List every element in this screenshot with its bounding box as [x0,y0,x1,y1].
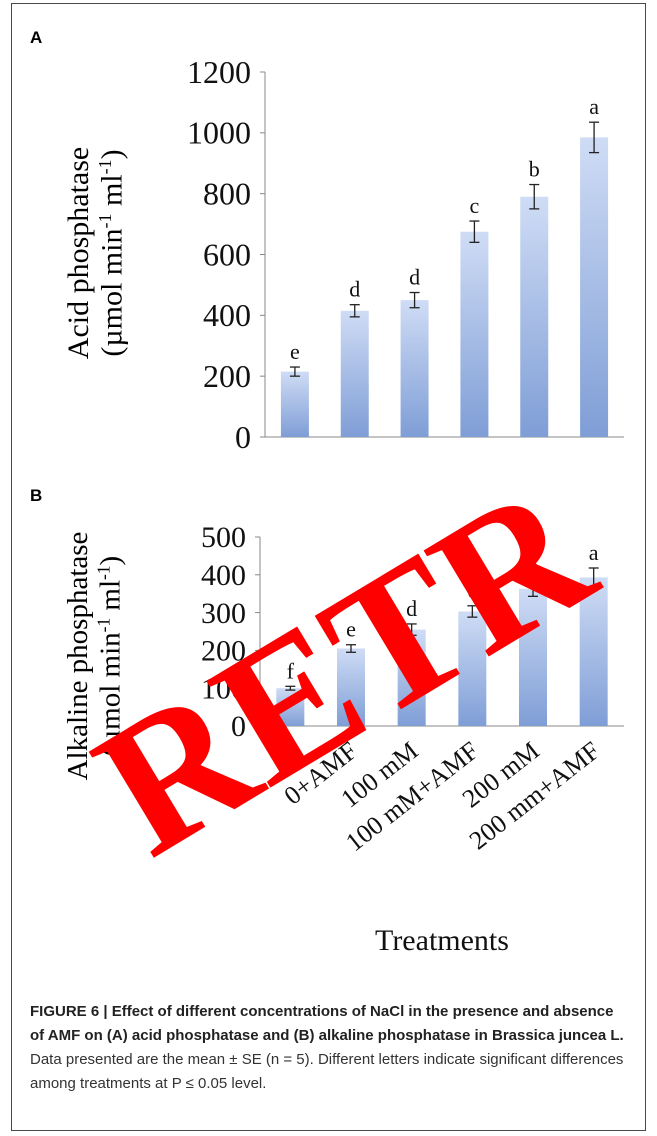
y-tick-label: 200 [201,635,246,668]
significance-letter: b [528,553,539,578]
panel-a-letter: A [30,28,43,47]
bar [276,688,305,726]
figure-frame [11,3,646,1131]
y-axis-label-line2: (µmol min-1 ml-1) [95,149,129,356]
y-tick-label: 500 [201,521,246,554]
y-tick-label: 100 [201,672,246,705]
y-tick-label: 600 [203,236,251,272]
significance-letter: d [409,265,420,290]
significance-letter: b [529,157,540,182]
bar [520,196,549,437]
bar [458,611,487,726]
caption-body: Data presented are the mean ± SE (n = 5)… [30,1051,624,1092]
y-axis-label-line1: Acid phosphatase [62,147,95,359]
y-tick-label: 200 [203,358,251,394]
bar [519,588,547,726]
significance-letter: a [589,540,599,565]
bar [337,648,365,726]
watermark-text: RETR [63,443,625,896]
y-tick-label: 0 [231,710,246,743]
bar [400,300,429,437]
bar [280,371,309,437]
y-tick-label: 1200 [187,54,251,90]
y-tick-label: 300 [201,597,246,630]
retracted-watermark: RETR [63,443,625,896]
significance-letter: d [349,277,360,302]
chart-a: 0 200 400 600 800 1000 1200 e d d c b a Acid phosphat… [62,54,624,455]
panel-b-letter: B [30,486,43,505]
y-axis-label-line1: Alkaline phosphatase [62,532,94,781]
figure-caption: FIGURE 6 | Effect of different concentra… [30,1000,630,1096]
significance-letter: e [346,617,356,642]
y-axis-label-line2: (µmol min-1 ml-1) [93,556,126,756]
x-axis-label: Treatments [375,924,509,957]
caption-bold: FIGURE 6 | Effect of different concentra… [30,1003,624,1044]
significance-letter: a [589,94,599,119]
significance-letter: d [406,596,417,621]
significance-letter: c [467,578,477,603]
y-tick-label: 1000 [187,115,251,151]
significance-letter: c [470,193,480,218]
y-tick-label: 400 [201,559,246,592]
y-tick-label: 800 [203,176,251,212]
bar [580,137,609,438]
bar [397,629,426,726]
bar [460,231,489,437]
bar [579,577,608,726]
bar [340,310,369,437]
significance-letter: f [287,658,295,683]
y-tick-label: 400 [203,297,251,333]
significance-letter: e [290,339,300,364]
y-tick-label: 0 [235,419,251,455]
